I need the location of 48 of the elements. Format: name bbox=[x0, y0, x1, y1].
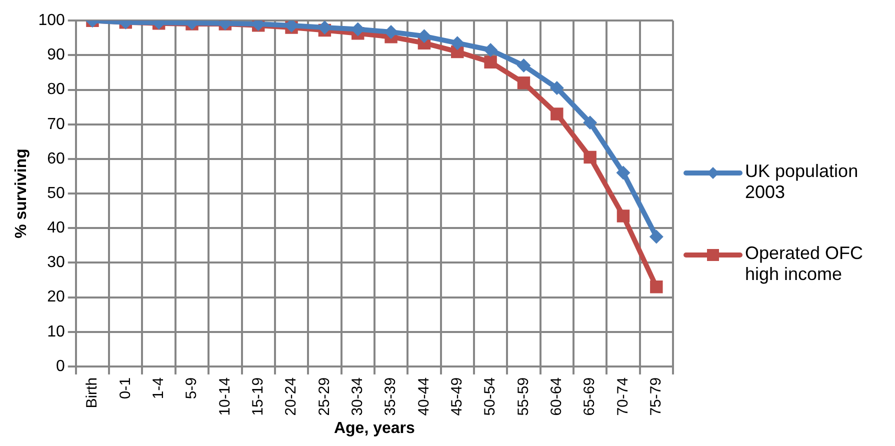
x-tick-label: 65-69 bbox=[581, 377, 598, 416]
y-tick-label: 70 bbox=[47, 116, 65, 133]
y-tick-label: 40 bbox=[47, 220, 65, 237]
x-tick-label: 30-34 bbox=[349, 377, 366, 416]
x-tick-label: Birth bbox=[84, 377, 101, 408]
x-tick-label: 0-1 bbox=[116, 377, 134, 400]
x-tick-label: 35-39 bbox=[382, 377, 400, 416]
point bbox=[484, 42, 498, 57]
x-tick-label: 40-44 bbox=[415, 377, 432, 416]
legend-label: UK population 2003 bbox=[745, 161, 860, 203]
y-tick-label: 100 bbox=[38, 12, 65, 30]
y-tick-label: 0 bbox=[56, 358, 65, 375]
y-tick-label: 50 bbox=[47, 184, 65, 202]
point bbox=[450, 36, 464, 50]
point bbox=[516, 58, 531, 73]
y-axis-title: % surviving bbox=[13, 148, 30, 238]
point bbox=[616, 210, 630, 222]
x-tick-label: 15-19 bbox=[249, 377, 266, 416]
y-tick-label: 80 bbox=[47, 81, 65, 98]
y-tick-label: 90 bbox=[47, 46, 65, 64]
x-axis-title: Age, years bbox=[334, 420, 416, 437]
x-tick-label: 25-29 bbox=[316, 377, 333, 416]
point bbox=[417, 29, 432, 44]
x-tick-label: 70-74 bbox=[614, 377, 632, 416]
y-tick-label: 30 bbox=[47, 254, 65, 272]
x-tick-label: 5-9 bbox=[183, 377, 200, 400]
y-tick-label: 20 bbox=[47, 288, 65, 306]
point bbox=[584, 150, 596, 164]
x-tick-label: 60-64 bbox=[548, 377, 566, 416]
x-tick-label: 75-79 bbox=[648, 377, 665, 416]
x-tick-label: 55-59 bbox=[514, 377, 532, 416]
y-tick-label: 10 bbox=[47, 323, 65, 340]
x-tick-label: 1-4 bbox=[150, 377, 167, 400]
point bbox=[517, 76, 530, 90]
point bbox=[616, 166, 630, 180]
point bbox=[384, 25, 398, 40]
x-tick-label: 20-24 bbox=[282, 377, 300, 416]
point bbox=[550, 108, 564, 120]
x-tick-label: 50-54 bbox=[482, 377, 499, 416]
x-tick-label: 10-14 bbox=[216, 377, 234, 416]
point bbox=[550, 81, 564, 96]
point bbox=[484, 56, 497, 68]
point bbox=[650, 280, 663, 294]
point bbox=[649, 230, 664, 244]
point bbox=[583, 116, 598, 130]
y-tick-label: 60 bbox=[47, 150, 65, 168]
legend-label: Operated OFC high income bbox=[745, 243, 864, 285]
x-tick-label: 45-49 bbox=[448, 377, 466, 416]
